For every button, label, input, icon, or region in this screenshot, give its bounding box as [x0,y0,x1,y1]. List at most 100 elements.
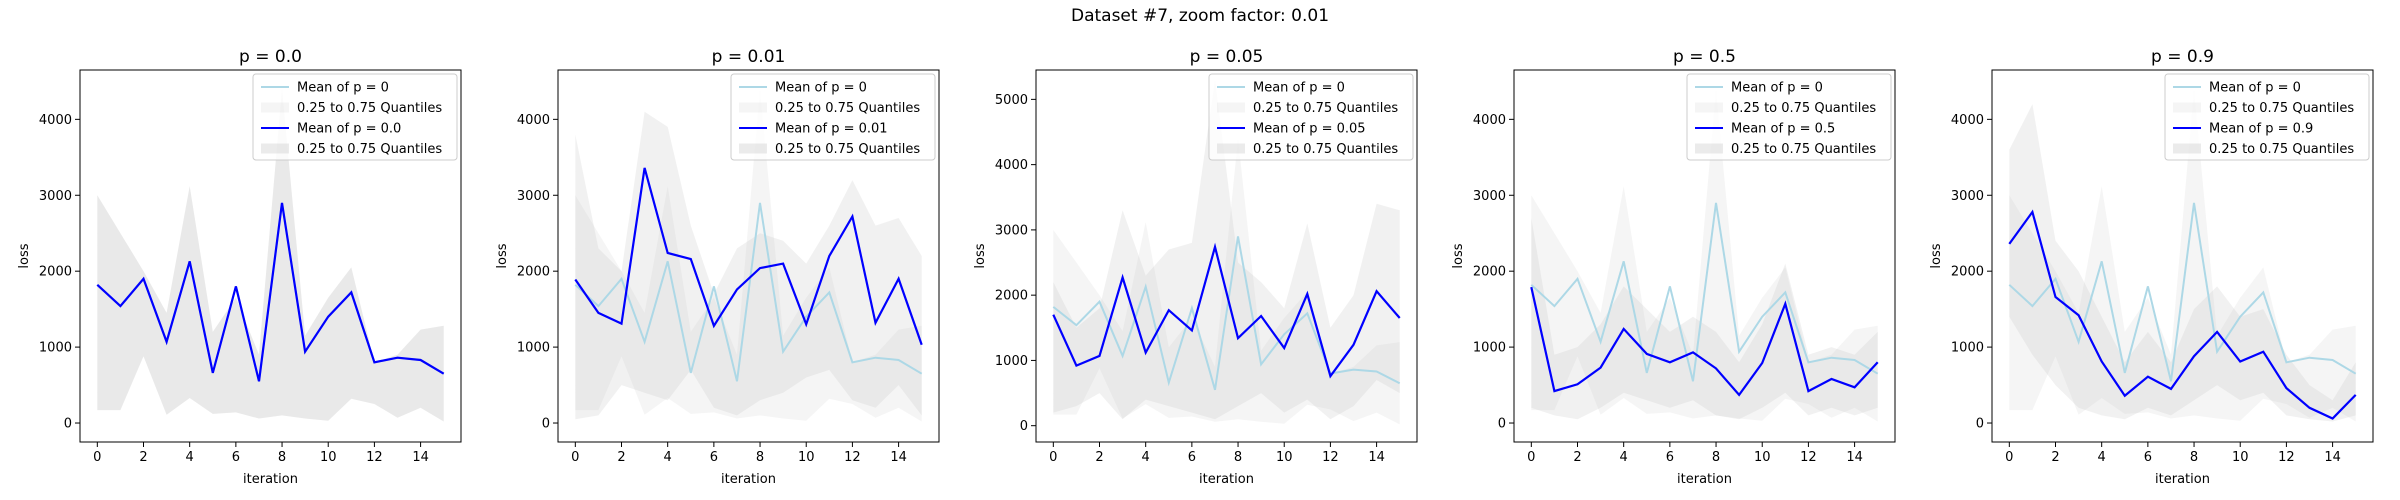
y-tick-label: 0 [1976,417,1984,432]
legend-label: Mean of p = 0.01 [775,122,888,137]
x-tick-label: 0 [1527,450,1535,465]
x-tick-label: 12 [2278,450,2295,465]
chart-title: p = 0.9 [2151,47,2214,67]
x-tick-label: 10 [1754,450,1771,465]
x-tick-label: 8 [756,450,764,465]
mean-line [2008,209,2357,420]
x-tick-label: 0 [2005,450,2013,465]
legend-band-swatch [1695,143,1723,154]
y-tick-label: 2000 [39,265,72,280]
x-axis-label: iteration [1677,472,1732,487]
y-axis-label: loss [973,243,988,268]
y-tick-label: 4000 [517,113,550,128]
x-tick-label: 2 [1095,450,1103,465]
legend-band-swatch [2173,143,2201,154]
legend-label: 0.25 to 0.75 Quantiles [297,101,442,116]
legend-label: Mean of p = 0.9 [2209,122,2313,137]
x-tick-label: 10 [2232,450,2249,465]
quantile-band [97,89,444,422]
legend-label: 0.25 to 0.75 Quantiles [297,142,442,157]
axes-frame [1513,69,1896,443]
x-tick-label: 14 [1846,450,1863,465]
baseline-mean-line [1530,202,1879,382]
y-axis-label: loss [17,243,32,268]
y-tick-label: 4000 [995,158,1028,173]
x-tick-label: 10 [320,450,337,465]
x-tick-label: 14 [1368,450,1385,465]
y-tick-label: 4000 [1951,113,1984,128]
quantile-band [97,89,444,422]
y-tick-label: 1000 [1473,341,1506,356]
x-axis-label: iteration [721,472,776,487]
axes-frame [1991,69,2374,443]
legend-band-swatch [1217,143,1245,154]
x-tick-label: 8 [2190,450,2198,465]
legend-label: Mean of p = 0 [2209,81,2301,96]
y-axis-label: loss [1929,243,1944,268]
legend-band-swatch [261,102,289,113]
y-tick-label: 0 [1020,419,1028,434]
y-tick-label: 1000 [39,341,72,356]
baseline-mean-line [1052,236,1401,391]
legend-label: 0.25 to 0.75 Quantiles [1253,142,1398,157]
legend-label: Mean of p = 0.5 [1731,122,1835,137]
legend-box [2164,73,2370,161]
axes-frame [557,69,940,443]
y-tick-label: 1000 [1951,341,1984,356]
quantile-band [575,89,922,422]
x-tick-label: 12 [844,450,861,465]
quantile-band [1531,218,1878,420]
legend-label: Mean of p = 0 [1731,81,1823,96]
y-tick-label: 3000 [995,223,1028,238]
x-tick-label: 10 [798,450,815,465]
chart-title: p = 0.5 [1673,47,1736,67]
legend-label: Mean of p = 0.05 [1253,122,1366,137]
x-tick-label: 14 [412,450,429,465]
baseline-mean-line [2008,202,2357,382]
legend-label: 0.25 to 0.75 Quantiles [2209,142,2354,157]
x-tick-label: 12 [366,450,383,465]
x-tick-label: 0 [1049,450,1057,465]
chart-title: p = 0.05 [1190,47,1264,67]
chart-title: p = 0.01 [712,47,786,67]
x-tick-label: 4 [1142,450,1150,465]
mean-line [1530,286,1879,397]
baseline-mean-line [574,202,923,382]
legend-label: 0.25 to 0.75 Quantiles [1731,101,1876,116]
y-tick-label: 5000 [995,93,1028,108]
legend-band-swatch [739,102,767,113]
legend-band-swatch [2173,102,2201,113]
y-tick-label: 2000 [995,289,1028,304]
x-tick-label: 12 [1800,450,1817,465]
legend-label: 0.25 to 0.75 Quantiles [775,142,920,157]
x-tick-label: 14 [2324,450,2341,465]
x-tick-label: 8 [1712,450,1720,465]
x-tick-label: 2 [139,450,147,465]
x-tick-label: 10 [1276,450,1293,465]
y-axis-label: loss [495,243,510,268]
quantile-band [2009,89,2356,422]
y-tick-label: 3000 [39,189,72,204]
legend-label: 0.25 to 0.75 Quantiles [2209,101,2354,116]
y-tick-label: 3000 [517,189,550,204]
x-axis-label: iteration [1199,472,1254,487]
y-tick-label: 4000 [1473,113,1506,128]
legend-band-swatch [739,143,767,154]
x-tick-label: 4 [664,450,672,465]
legend-label: 0.25 to 0.75 Quantiles [1731,142,1876,157]
chart-title: p = 0.0 [239,47,302,67]
y-tick-label: 0 [64,417,72,432]
y-tick-label: 1000 [517,341,550,356]
legend-box [730,73,936,161]
legend-label: Mean of p = 0 [297,81,389,96]
x-tick-label: 6 [232,450,240,465]
y-tick-label: 0 [1498,417,1506,432]
y-tick-label: 4000 [39,113,72,128]
x-tick-label: 6 [1666,450,1674,465]
y-tick-label: 3000 [1951,189,1984,204]
x-tick-label: 12 [1322,450,1339,465]
y-tick-label: 2000 [517,265,550,280]
legend-box [1208,73,1414,161]
legend-label: Mean of p = 0 [775,81,867,96]
